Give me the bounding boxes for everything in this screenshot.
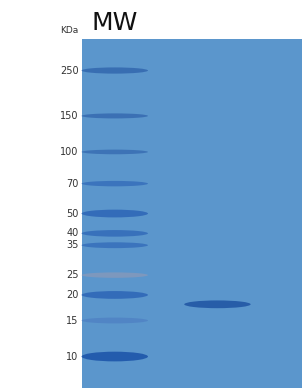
Text: 25: 25 [66, 270, 79, 280]
Text: MW: MW [92, 11, 138, 35]
Text: KDa: KDa [60, 26, 79, 35]
Text: 70: 70 [66, 178, 79, 189]
Text: 150: 150 [60, 111, 79, 121]
Text: 50: 50 [66, 208, 79, 218]
Text: 40: 40 [66, 229, 79, 238]
Ellipse shape [184, 300, 251, 308]
Ellipse shape [82, 230, 148, 237]
Text: 15: 15 [66, 315, 79, 326]
Text: 20: 20 [66, 290, 79, 300]
Text: 35: 35 [66, 240, 79, 250]
Ellipse shape [82, 318, 148, 324]
Text: 100: 100 [60, 147, 79, 157]
Text: 250: 250 [60, 66, 79, 76]
Text: 10: 10 [66, 352, 79, 362]
Ellipse shape [82, 352, 148, 361]
Ellipse shape [82, 68, 148, 74]
Ellipse shape [82, 113, 148, 118]
Ellipse shape [82, 272, 148, 278]
Ellipse shape [82, 210, 148, 217]
Ellipse shape [82, 181, 148, 186]
FancyBboxPatch shape [82, 39, 302, 388]
Ellipse shape [82, 291, 148, 299]
Ellipse shape [82, 150, 148, 154]
Ellipse shape [82, 242, 148, 248]
